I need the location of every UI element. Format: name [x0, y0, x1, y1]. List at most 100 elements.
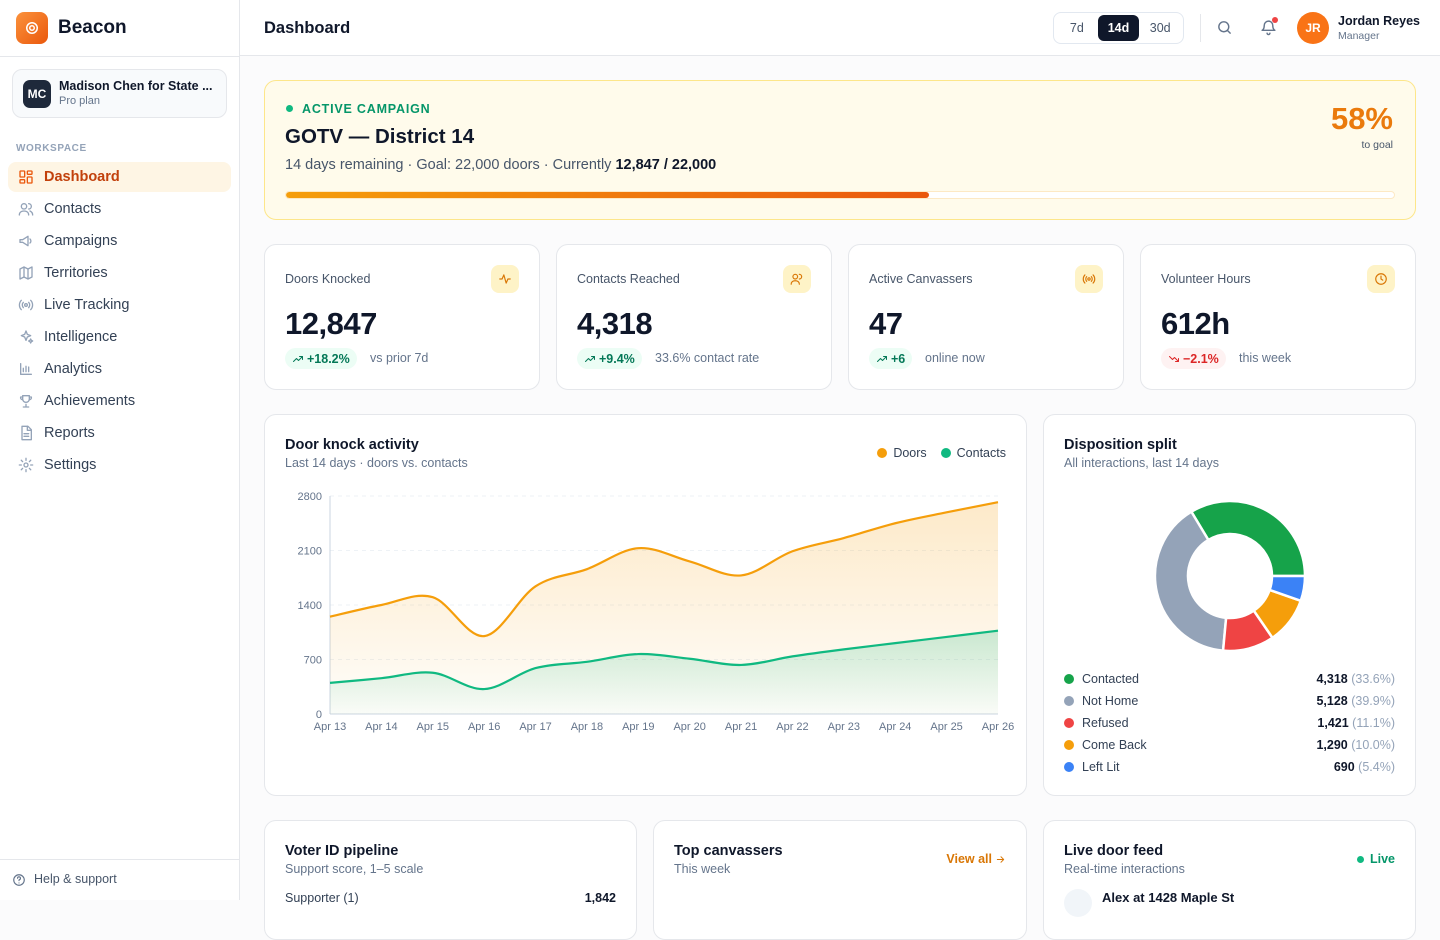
kpi-card: Contacts Reached 4,318 +9.4% 33.6% contact …	[556, 244, 832, 390]
user-name: Jordan Reyes	[1338, 14, 1420, 28]
kpi-delta: +9.4%	[577, 348, 642, 369]
search-button[interactable]	[1216, 19, 1234, 37]
legend-value: 4,318 (33.6%)	[1316, 672, 1395, 686]
kpi-icon	[1367, 265, 1395, 293]
series-line	[329, 501, 999, 638]
nav-item[interactable]: Intelligence	[8, 322, 231, 352]
nav-item[interactable]: Analytics	[8, 354, 231, 384]
legend-value: 690 (5.4%)	[1334, 760, 1395, 774]
y-tick-label: 2100	[298, 546, 322, 558]
user-role: Manager	[1338, 30, 1380, 42]
line-chart: 0 700 1400 2100 2800 Apr 13 Apr 14 Apr 15 Apr 16…	[298, 491, 1015, 733]
icon-part	[19, 266, 33, 280]
live-dot	[1357, 856, 1364, 863]
y-tick-label: 1400	[298, 600, 322, 612]
org-switcher[interactable]: MC Madison Chen for State ... Pro plan	[12, 69, 227, 118]
icon-part	[1087, 277, 1091, 281]
nav-item[interactable]: Live Tracking	[8, 290, 231, 320]
icon	[18, 299, 34, 311]
range-button[interactable]: 14d	[1097, 15, 1140, 41]
legend-label: Not Home	[1082, 694, 1139, 708]
kpi-note: this week	[1239, 351, 1292, 365]
nav-item[interactable]: Campaigns	[8, 226, 231, 256]
icon-part	[23, 266, 29, 280]
kpi-delta: +18.2%	[285, 348, 357, 369]
user-avatar: JR	[1297, 12, 1329, 44]
kpi-icon	[491, 265, 519, 293]
nav-item[interactable]: Dashboard	[8, 162, 231, 192]
view-all-link[interactable]: View all	[946, 852, 1006, 866]
kpi-value: 47	[869, 306, 903, 341]
kpi-card: Volunteer Hours 612h −2.1% this week	[1140, 244, 1416, 390]
icon-part	[1226, 29, 1231, 34]
delta-text: −2.1%	[1183, 351, 1219, 366]
icon-part	[27, 338, 34, 344]
notifications-button[interactable]	[1260, 17, 1278, 37]
nav-item[interactable]: Contacts	[8, 194, 231, 224]
legend-swatch	[1064, 718, 1074, 728]
icon-part	[24, 303, 28, 307]
legend-swatch	[1064, 696, 1074, 706]
icon-part	[29, 238, 32, 244]
icon	[19, 235, 32, 247]
range-button[interactable]: 30d	[1149, 21, 1171, 35]
panel-title: Live door feed	[1064, 843, 1164, 859]
logo-mark	[16, 12, 48, 44]
icon-part	[1266, 32, 1271, 36]
nav-item[interactable]: Territories	[8, 258, 231, 288]
icon	[499, 274, 511, 284]
link-text: View all	[946, 852, 992, 866]
legend-item: Doors	[877, 446, 927, 460]
share-label: (39.9%)	[1351, 694, 1395, 708]
progress-percent: 58%	[1330, 101, 1393, 136]
x-tick-label: Apr 14	[365, 721, 397, 733]
pipeline-label: Supporter (1)	[285, 891, 359, 905]
legend-label: Left Lit	[1082, 760, 1120, 774]
icon-part	[1380, 275, 1384, 281]
page-title: Dashboard	[264, 19, 351, 37]
user-menu[interactable]: JR Jordan Reyes Manager	[1297, 12, 1427, 44]
icon-part	[26, 170, 33, 175]
kpi-label: Contacts Reached	[577, 272, 680, 286]
feed-card: Live door feed Real-time interactions Live…	[1043, 820, 1416, 940]
chart-title: Door knock activity	[285, 437, 419, 453]
x-tick-label: Apr 24	[879, 721, 911, 733]
panel-title: Top canvassers	[674, 843, 783, 859]
icon	[1375, 273, 1387, 285]
nav-item[interactable]: Achievements	[8, 386, 231, 416]
nav-item[interactable]: Settings	[8, 450, 231, 480]
help-link[interactable]: Help & support	[12, 871, 212, 889]
icon-part	[19, 396, 33, 401]
legend-swatch	[1064, 740, 1074, 750]
legend-item: Contacts	[940, 446, 1006, 460]
icon-part	[877, 355, 887, 362]
icon	[293, 355, 303, 362]
range-button[interactable]: 7d	[1069, 21, 1084, 35]
icon	[21, 425, 32, 441]
legend-label: Refused	[1082, 716, 1129, 730]
kpi-value: 612h	[1161, 306, 1230, 341]
kpi-note: vs prior 7d	[370, 351, 429, 365]
icon-part	[499, 274, 511, 284]
range-toggle: 7d 14d 30d	[1053, 12, 1184, 44]
legend-row: Contacted 4,318 (33.6%)	[1064, 670, 1395, 688]
nav-label: Live Tracking	[44, 297, 130, 313]
icon-part	[293, 355, 303, 362]
chart-subtitle: Last 14 days · doors vs. contacts	[285, 456, 468, 470]
legend-label: Come Back	[1082, 738, 1147, 752]
icon	[1261, 20, 1276, 36]
legend-label: Doors	[893, 446, 927, 460]
legend-row: Come Back 1,290 (10.0%)	[1064, 736, 1395, 754]
live-status: Live	[1369, 852, 1395, 866]
help-label: Help & support	[34, 872, 117, 886]
share-label: (10.0%)	[1351, 738, 1395, 752]
icon-part	[20, 363, 32, 375]
icon-part	[19, 170, 26, 178]
summary-current: 12,847 / 22,000	[615, 157, 717, 173]
icon-part	[26, 22, 38, 34]
icon	[26, 22, 38, 34]
y-tick-label: 0	[316, 709, 322, 721]
nav-item[interactable]: Reports	[8, 418, 231, 448]
icon	[790, 273, 803, 285]
